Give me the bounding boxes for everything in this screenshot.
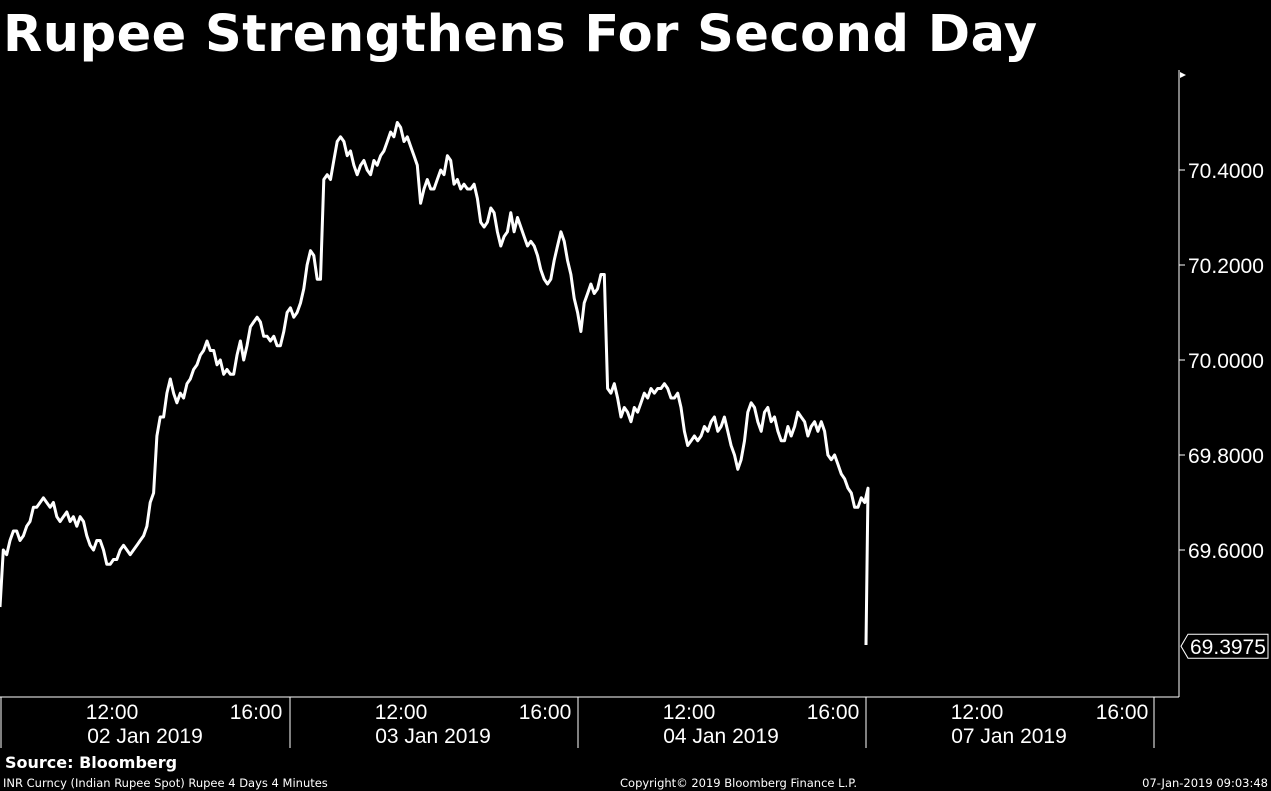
y-tick-label: 70.4000: [1188, 160, 1264, 183]
x-time-label: 12:00: [375, 701, 428, 724]
x-time-label: 12:00: [663, 701, 716, 724]
timestamp: 07-Jan-2019 09:03:48: [1142, 776, 1268, 790]
x-time-label: 12:00: [951, 701, 1004, 724]
x-date-label: 02 Jan 2019: [87, 725, 203, 748]
x-time-label: 12:00: [86, 701, 139, 724]
y-tick-label: 70.0000: [1188, 350, 1264, 373]
y-axis-arrow: [1180, 72, 1186, 78]
last-value-box: [1180, 633, 1269, 659]
y-tick-label: 69.6000: [1188, 540, 1264, 563]
x-date-label: 07 Jan 2019: [951, 725, 1067, 748]
footer: Source: Bloomberg INR Curncy (Indian Rup…: [0, 753, 1271, 791]
chart-description: INR Curncy (Indian Rupee Spot) Rupee 4 D…: [3, 776, 328, 790]
x-time-label: 16:00: [519, 701, 572, 724]
source-label: Source: Bloomberg: [5, 753, 178, 772]
x-date-label: 03 Jan 2019: [375, 725, 491, 748]
copyright-text: Copyright© 2019 Bloomberg Finance L.P.: [620, 776, 857, 790]
x-time-label: 16:00: [230, 701, 283, 724]
x-time-label: 16:00: [807, 701, 860, 724]
x-time-label: 16:00: [1096, 701, 1149, 724]
series-line-inr: [0, 121, 870, 646]
y-tick-label: 69.8000: [1188, 445, 1264, 468]
x-date-label: 04 Jan 2019: [663, 725, 779, 748]
y-tick-label: 70.2000: [1188, 255, 1264, 278]
chart-title: Rupee Strengthens For Second Day: [3, 5, 1038, 64]
last-value-label: 69.3975: [1190, 636, 1266, 659]
